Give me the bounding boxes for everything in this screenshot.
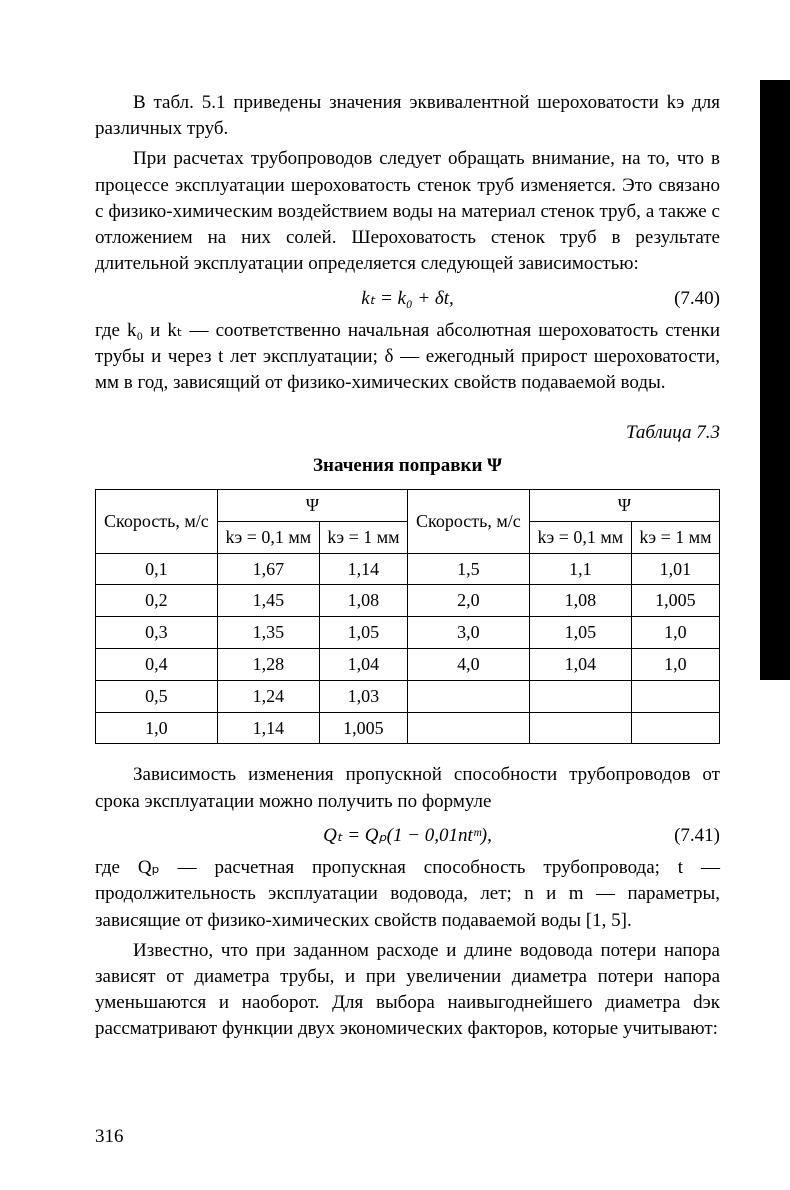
th-k1: kэ = 1 мм xyxy=(319,521,407,553)
table-cell xyxy=(529,680,631,712)
paragraph: В табл. 5.1 приведены значения эквивален… xyxy=(95,90,720,142)
table-title: Значения поправки Ψ xyxy=(95,453,720,479)
equation: Qₜ = Qₚ(1 − 0,01ntᵐ), (7.41) xyxy=(95,823,720,849)
table-cell: 1,04 xyxy=(319,648,407,680)
paragraph: При расчетах трубопроводов следует обращ… xyxy=(95,146,720,277)
table-label: Таблица 7.3 xyxy=(95,420,720,446)
equation-body: kₜ = k₀ + δt, xyxy=(361,288,454,309)
table-cell xyxy=(407,712,529,744)
equation-number: (7.40) xyxy=(674,286,720,312)
paragraph: Зависимость изменения пропускной способн… xyxy=(95,762,720,814)
table-row: 0,31,351,053,01,051,0 xyxy=(96,617,720,649)
paragraph: Известно, что при заданном расходе и дли… xyxy=(95,938,720,1043)
table-cell: 1,24 xyxy=(217,680,319,712)
table-cell: 1,35 xyxy=(217,617,319,649)
th-speed: Скорость, м/с xyxy=(407,489,529,553)
scan-dark-edge xyxy=(760,80,790,680)
th-k01: kэ = 0,1 мм xyxy=(217,521,319,553)
table-cell: 0,1 xyxy=(96,553,218,585)
table-cell: 1,03 xyxy=(319,680,407,712)
table-cell: 0,2 xyxy=(96,585,218,617)
th-k1: kэ = 1 мм xyxy=(631,521,719,553)
equation-body: Qₜ = Qₚ(1 − 0,01ntᵐ), xyxy=(323,825,492,846)
table-cell: 1,45 xyxy=(217,585,319,617)
th-k01: kэ = 0,1 мм xyxy=(529,521,631,553)
table-cell: 1,0 xyxy=(96,712,218,744)
table-cell: 1,14 xyxy=(319,553,407,585)
table-cell: 0,3 xyxy=(96,617,218,649)
equation: kₜ = k₀ + δt, (7.40) xyxy=(95,286,720,312)
table-cell: 0,4 xyxy=(96,648,218,680)
table-header-row: Скорость, м/с Ψ Скорость, м/с Ψ xyxy=(96,489,720,521)
th-psi: Ψ xyxy=(529,489,719,521)
table-cell: 1,005 xyxy=(319,712,407,744)
table-cell: 1,0 xyxy=(631,617,719,649)
table-cell: 1,1 xyxy=(529,553,631,585)
table-cell: 1,5 xyxy=(407,553,529,585)
equation-number: (7.41) xyxy=(674,823,720,849)
paragraph: где k₀ и kₜ — соответственно начальная а… xyxy=(95,318,720,397)
table-cell: 1,04 xyxy=(529,648,631,680)
table-cell: 0,5 xyxy=(96,680,218,712)
paragraph: где Qₚ — расчетная пропускная способност… xyxy=(95,855,720,934)
table-cell: 1,05 xyxy=(319,617,407,649)
table-cell: 2,0 xyxy=(407,585,529,617)
table-cell: 1,08 xyxy=(529,585,631,617)
th-psi: Ψ xyxy=(217,489,407,521)
table-cell xyxy=(631,680,719,712)
table-cell: 1,005 xyxy=(631,585,719,617)
table-row: 1,01,141,005 xyxy=(96,712,720,744)
table-cell: 1,67 xyxy=(217,553,319,585)
table-cell: 3,0 xyxy=(407,617,529,649)
table-body: 0,11,671,141,51,11,010,21,451,082,01,081… xyxy=(96,553,720,744)
table-cell xyxy=(631,712,719,744)
page: В табл. 5.1 приведены значения эквивален… xyxy=(0,0,790,1190)
psi-table: Скорость, м/с Ψ Скорость, м/с Ψ kэ = 0,1… xyxy=(95,489,720,745)
table-cell: 1,08 xyxy=(319,585,407,617)
table-row: 0,11,671,141,51,11,01 xyxy=(96,553,720,585)
table-row: 0,21,451,082,01,081,005 xyxy=(96,585,720,617)
table-cell: 1,0 xyxy=(631,648,719,680)
table-row: 0,51,241,03 xyxy=(96,680,720,712)
table-row: 0,41,281,044,01,041,0 xyxy=(96,648,720,680)
th-speed: Скорость, м/с xyxy=(96,489,218,553)
table-cell: 4,0 xyxy=(407,648,529,680)
page-number: 316 xyxy=(95,1124,124,1150)
table-cell xyxy=(529,712,631,744)
table-cell xyxy=(407,680,529,712)
table-cell: 1,14 xyxy=(217,712,319,744)
table-cell: 1,01 xyxy=(631,553,719,585)
table-cell: 1,28 xyxy=(217,648,319,680)
table-cell: 1,05 xyxy=(529,617,631,649)
